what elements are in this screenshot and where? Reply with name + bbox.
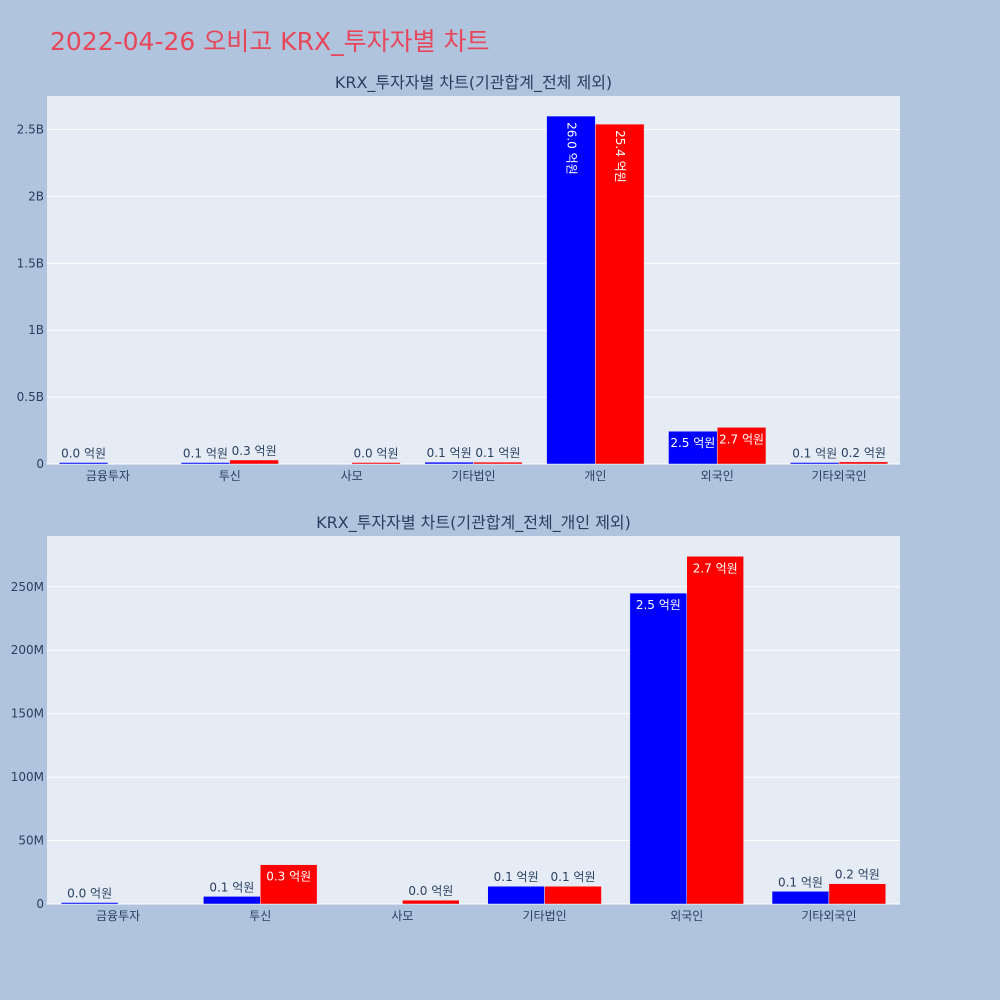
bar xyxy=(473,461,523,465)
bar-value-label: 2.7 억원 xyxy=(719,432,764,446)
y-tick-label: 2B xyxy=(28,189,44,203)
page-title: 2022-04-26 오비고 KRX_투자자별 차트 xyxy=(50,27,490,56)
bar xyxy=(351,462,401,465)
y-tick-label: 0.5B xyxy=(17,390,44,404)
bar-value-label: 0.0 억원 xyxy=(61,447,106,461)
bar-value-label: 0.0 억원 xyxy=(408,884,453,898)
plot-area xyxy=(47,536,900,904)
bar xyxy=(424,461,474,465)
bar xyxy=(60,902,119,905)
bar xyxy=(544,885,602,905)
x-tick-label: 기타법인 xyxy=(522,909,566,923)
x-tick-label: 사모 xyxy=(391,909,413,923)
x-tick-label: 기타외국인 xyxy=(811,469,866,483)
x-tick-label: 금융투자 xyxy=(86,469,130,483)
bar-value-label: 0.1 억원 xyxy=(475,446,520,460)
panel-title: KRX_투자자별 차트(기관합계_전체_개인 제외) xyxy=(316,513,631,533)
y-tick-label: 50M xyxy=(18,834,44,848)
panel-title: KRX_투자자별 차트(기관합계_전체 제외) xyxy=(335,73,612,93)
x-tick-label: 투신 xyxy=(249,909,271,923)
bar xyxy=(771,891,830,905)
bar-value-label: 2.5 억원 xyxy=(670,436,715,450)
chart-bottom-investor-bars: KRX_투자자별 차트(기관합계_전체_개인 제외) 0 50M 100M 150M 20… xyxy=(11,513,900,923)
bar xyxy=(838,461,889,465)
bar xyxy=(203,896,261,905)
x-tick-label: 금융투자 xyxy=(96,909,140,923)
bar-value-label: 0.1 억원 xyxy=(792,447,837,461)
bar xyxy=(629,592,688,905)
x-tick-label: 투신 xyxy=(219,469,241,483)
y-tick-label: 250M xyxy=(11,580,44,594)
bar xyxy=(260,864,318,905)
bar xyxy=(546,115,596,465)
bar xyxy=(402,899,460,905)
bar-value-label: 2.7 억원 xyxy=(693,561,738,575)
bar xyxy=(790,462,840,465)
bar xyxy=(180,462,231,465)
bar xyxy=(686,556,744,905)
y-tick-label: 200M xyxy=(11,643,44,657)
bar xyxy=(716,427,767,465)
bar-value-label: 0.0 억원 xyxy=(354,447,399,461)
bar-value-label: 0.1 억원 xyxy=(427,446,472,460)
y-tick-label: 0 xyxy=(36,457,44,471)
bar-value-label: 0.3 억원 xyxy=(232,444,277,458)
y-tick-label: 0 xyxy=(36,897,44,911)
bar-value-label: 0.1 억원 xyxy=(551,870,596,884)
y-tick-label: 100M xyxy=(11,770,44,784)
y-tick-label: 150M xyxy=(11,707,44,721)
x-tick-label: 개인 xyxy=(584,469,606,483)
bar-value-label: 0.1 억원 xyxy=(494,870,539,884)
bar-value-label: 26.0 억원 xyxy=(564,122,578,175)
x-tick-label: 사모 xyxy=(341,469,363,483)
bar-value-label: 0.1 억원 xyxy=(778,875,823,889)
bar-value-label: 0.0 억원 xyxy=(67,887,112,901)
y-tick-label: 1.5B xyxy=(17,256,44,270)
bar-value-label: 0.2 억원 xyxy=(841,446,886,460)
bar xyxy=(595,123,645,465)
bar-value-label: 0.2 억원 xyxy=(835,868,880,882)
bar-value-label: 25.4 억원 xyxy=(613,130,627,183)
chart-top-investor-bars: KRX_투자자별 차트(기관합계_전체 제외) 0 0.5B 1B 1.5B 2B 2.5B… xyxy=(17,73,900,483)
plot-area xyxy=(47,96,900,464)
x-tick-label: 기타법인 xyxy=(451,469,495,483)
bar xyxy=(58,462,109,465)
bar-value-label: 0.1 억원 xyxy=(209,880,254,894)
bar-value-label: 0.1 억원 xyxy=(183,447,228,461)
bar xyxy=(487,885,545,905)
y-tick-label: 2.5B xyxy=(17,122,44,136)
bar xyxy=(229,459,279,465)
x-tick-label: 외국인 xyxy=(701,469,734,483)
x-tick-label: 외국인 xyxy=(670,909,703,923)
x-tick-label: 기타외국인 xyxy=(801,909,856,923)
y-tick-label: 1B xyxy=(28,323,44,337)
bar xyxy=(828,883,887,905)
bar-value-label: 0.3 억원 xyxy=(266,870,311,884)
bar-value-label: 2.5 억원 xyxy=(636,598,681,612)
